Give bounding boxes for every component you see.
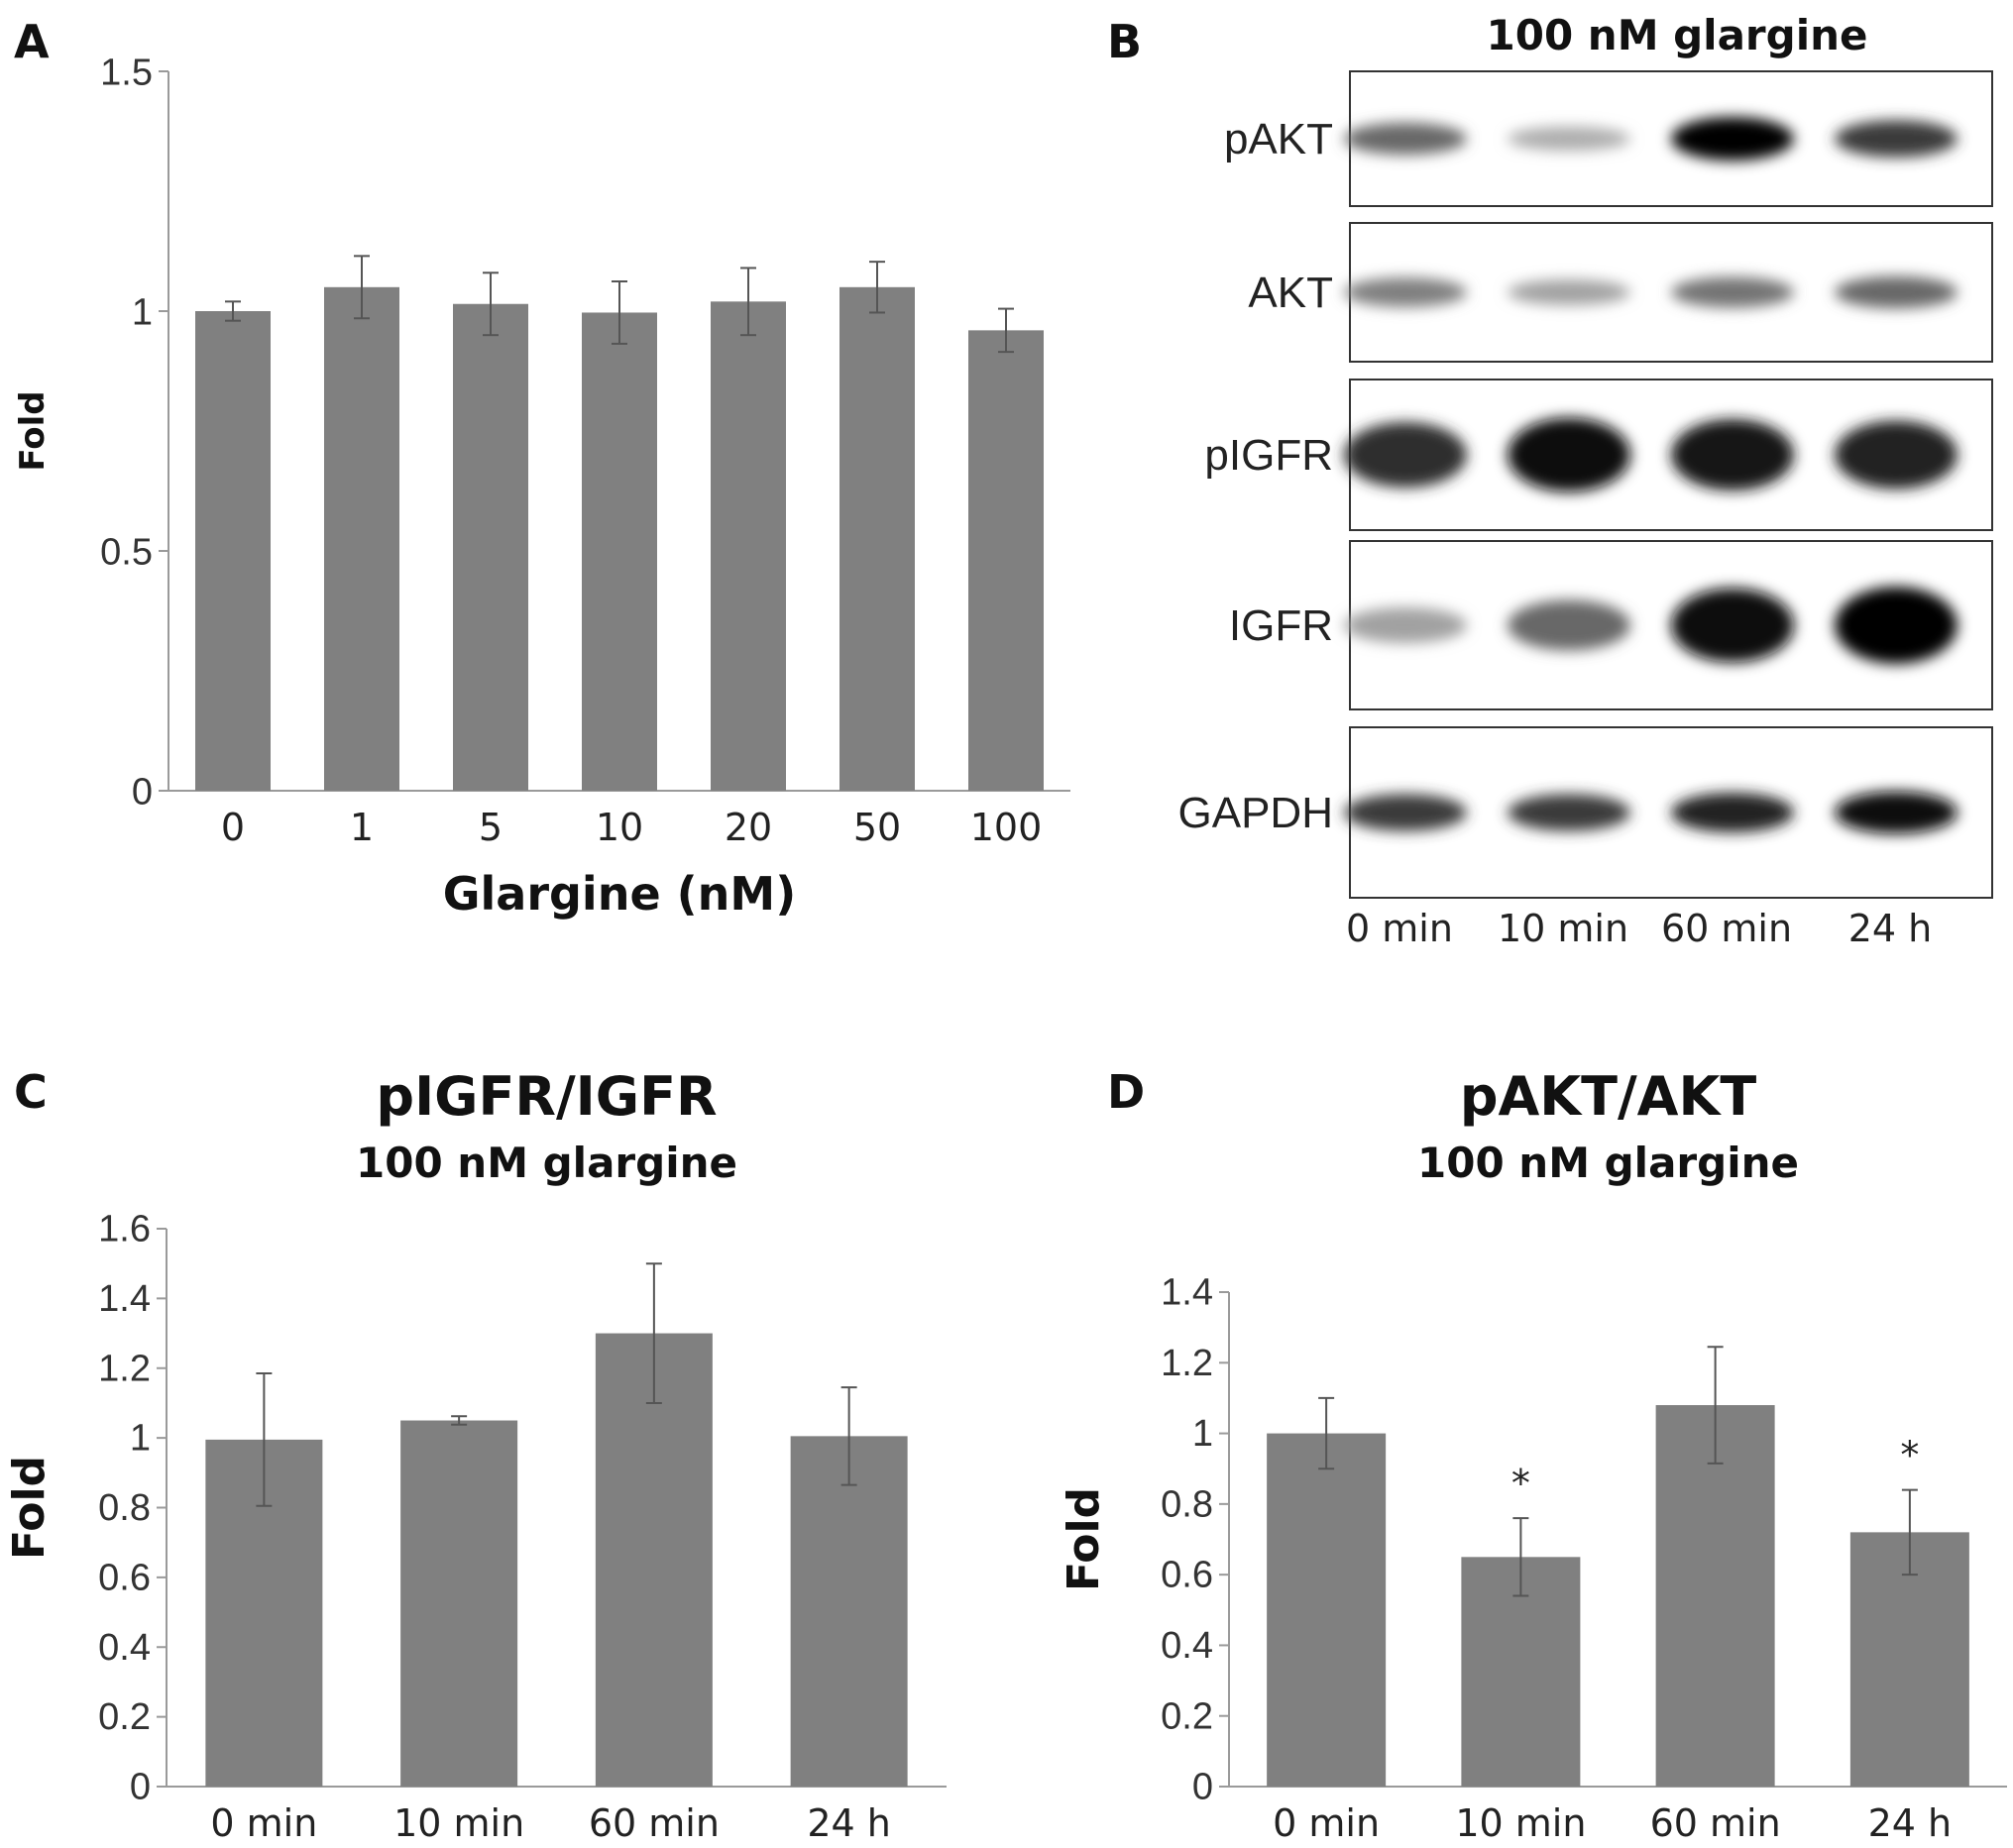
- blot-band: [1508, 417, 1630, 492]
- y-tick-label: 0.5: [100, 531, 153, 573]
- blot-band: [1508, 126, 1630, 152]
- blot-band: [1671, 588, 1794, 663]
- blot-lane-label: 0 min: [1346, 907, 1453, 950]
- blot-band: [1835, 120, 1957, 158]
- significance-marker: *: [1511, 1462, 1530, 1505]
- y-tick-label: 0.4: [1161, 1625, 1213, 1667]
- x-tick-label: 10 min: [1455, 1801, 1586, 1845]
- bar: [324, 286, 399, 791]
- y-tick-label: 1.6: [98, 1209, 151, 1250]
- blot-band: [1508, 599, 1630, 651]
- panel-letter-b: B: [1107, 15, 1142, 68]
- significance-marker: *: [1900, 1434, 1919, 1477]
- y-tick-label: 0: [132, 771, 153, 813]
- blot-lane-label: 10 min: [1498, 907, 1628, 950]
- y-tick-label: 1: [1192, 1413, 1213, 1455]
- western-blot: 100 nM glargine pAKT AKT pIGFR IGFR GAPDH 0 mi…: [1178, 11, 1993, 950]
- bar: [1267, 1433, 1387, 1787]
- bar: [195, 311, 271, 791]
- y-axis-label: Fold: [1059, 1487, 1109, 1591]
- blot-band: [1671, 117, 1794, 161]
- bar: [790, 1436, 908, 1787]
- x-tick-label: 100: [970, 806, 1043, 849]
- bar: [1655, 1405, 1775, 1787]
- bar-chart-pakt-akt: 0 0.2 0.4 0.6 0.8 1 1.2 1.4 0 min 10 min * 60 min 24…: [1059, 1065, 2007, 1845]
- chart-subtitle: 100 nM glargine: [356, 1139, 737, 1187]
- blot-band: [1344, 794, 1467, 831]
- x-tick-label: 5: [479, 806, 503, 849]
- y-tick-label: 1.2: [1161, 1343, 1213, 1384]
- y-tick-label: 0.6: [1161, 1555, 1213, 1596]
- blot-title: 100 nM glargine: [1487, 11, 1868, 59]
- y-tick-label: 1: [130, 1418, 151, 1460]
- x-tick-label: 0 min: [210, 1801, 317, 1845]
- bar: [968, 330, 1044, 791]
- blot-row-label: GAPDH: [1178, 789, 1333, 837]
- panel-letter-c: C: [14, 1065, 48, 1119]
- bar: [595, 1333, 713, 1787]
- x-tick-label: 0: [221, 806, 245, 849]
- blot-row-label: pIGFR: [1204, 431, 1333, 480]
- bar: [453, 303, 528, 791]
- y-axis-label: Fold: [13, 390, 53, 471]
- blot-band: [1835, 791, 1957, 834]
- blot-lane-label: 60 min: [1661, 907, 1792, 950]
- bar: [400, 1420, 518, 1787]
- x-tick-label: 24 h: [1868, 1801, 1953, 1845]
- y-axis-label: Fold: [4, 1456, 55, 1560]
- x-tick-label: 10: [596, 806, 643, 849]
- blot-lane-label: 24 h: [1848, 907, 1933, 950]
- x-tick-label: 0 min: [1273, 1801, 1380, 1845]
- blot-band: [1508, 279, 1630, 305]
- blot-band: [1344, 122, 1467, 156]
- chart-title: pAKT/AKT: [1460, 1065, 1756, 1128]
- bar: [839, 286, 915, 791]
- y-tick-label: 1.5: [100, 52, 153, 93]
- bar-chart-glargine-dose: 0 0.5 1 1.5 0 1 5 10 20 50 100 Glargine (nM) Fold: [13, 52, 1070, 921]
- y-tick-label: 1: [132, 291, 153, 333]
- x-axis-label: Glargine (nM): [443, 867, 796, 921]
- chart-title: pIGFR/IGFR: [376, 1065, 717, 1128]
- panel-letter-d: D: [1107, 1065, 1145, 1119]
- blot-row-label: pAKT: [1224, 115, 1333, 163]
- blot-band: [1835, 420, 1957, 489]
- y-tick-label: 0.2: [98, 1696, 151, 1738]
- y-tick-label: 0: [130, 1767, 151, 1808]
- blot-band: [1671, 276, 1794, 308]
- blot-band: [1835, 587, 1957, 664]
- blot-band: [1344, 422, 1467, 488]
- x-tick-label: 60 min: [589, 1801, 720, 1845]
- y-tick-label: 1.2: [98, 1348, 151, 1389]
- bar-chart-pigfr-igfr: 0 0.2 0.4 0.6 0.8 1 1.2 1.4 1.6 0 min 10 min 60 min…: [4, 1065, 947, 1845]
- y-tick-label: 0.8: [98, 1487, 151, 1529]
- y-tick-label: 0: [1192, 1767, 1213, 1808]
- blot-row-label: AKT: [1248, 269, 1333, 317]
- bar: [582, 312, 657, 791]
- y-tick-label: 1.4: [98, 1278, 151, 1320]
- panel-letter-a: A: [14, 15, 50, 68]
- x-tick-label: 20: [725, 806, 772, 849]
- y-tick-label: 0.4: [98, 1627, 151, 1669]
- y-tick-label: 0.6: [98, 1557, 151, 1598]
- blot-band: [1344, 277, 1467, 307]
- blot-band: [1508, 794, 1630, 831]
- blot-band: [1835, 275, 1957, 309]
- bar: [711, 301, 786, 791]
- chart-subtitle: 100 nM glargine: [1417, 1139, 1799, 1187]
- x-tick-label: 24 h: [807, 1801, 891, 1845]
- blot-band: [1344, 607, 1467, 643]
- blot-row-label: IGFR: [1229, 601, 1333, 650]
- x-tick-label: 60 min: [1650, 1801, 1781, 1845]
- x-tick-label: 50: [853, 806, 901, 849]
- blot-band: [1671, 792, 1794, 833]
- y-tick-label: 0.2: [1161, 1695, 1213, 1737]
- x-tick-label: 1: [350, 806, 374, 849]
- blot-band: [1671, 419, 1794, 490]
- y-tick-label: 1.4: [1161, 1272, 1213, 1314]
- y-tick-label: 0.8: [1161, 1483, 1213, 1525]
- x-tick-label: 10 min: [393, 1801, 524, 1845]
